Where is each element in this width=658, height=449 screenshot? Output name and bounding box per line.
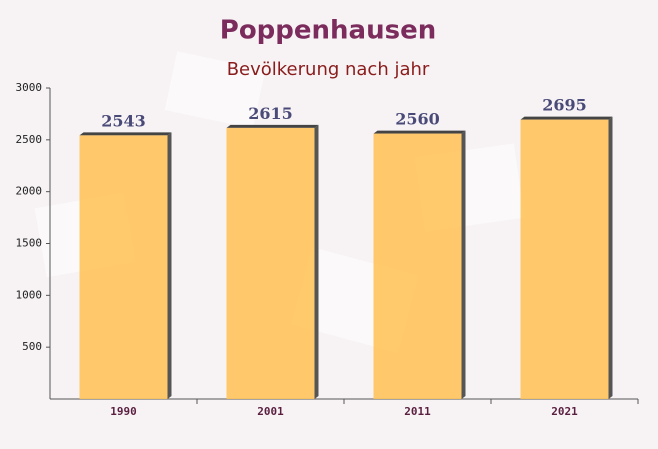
x-tick-label: 2021 — [551, 405, 578, 418]
chart-title: Poppenhausen — [220, 16, 436, 46]
y-tick-label: 2000 — [16, 185, 43, 198]
bar-shadow-top — [373, 130, 466, 134]
bar-shadow — [608, 116, 613, 399]
bar — [79, 135, 168, 399]
bar — [226, 127, 315, 399]
value-label: 2615 — [248, 104, 293, 123]
y-tick-label: 2500 — [16, 133, 43, 146]
bar-shadow — [314, 124, 319, 399]
x-tick-label: 1990 — [110, 405, 137, 418]
value-label: 2695 — [542, 96, 587, 115]
x-tick-label: 2001 — [257, 405, 284, 418]
chart-subtitle: Bevölkerung nach jahr — [227, 59, 430, 80]
bar — [520, 119, 609, 399]
bar-shadow-top — [520, 116, 613, 120]
bar-shadow — [461, 130, 466, 399]
x-tick-label: 2011 — [404, 405, 431, 418]
bar — [373, 133, 462, 399]
value-label: 2560 — [395, 110, 440, 129]
bar-shadow-top — [79, 132, 172, 136]
y-tick-label: 1000 — [16, 288, 43, 301]
y-tick-label: 1500 — [16, 237, 43, 250]
bar-shadow — [167, 132, 172, 399]
y-tick-label: 3000 — [16, 81, 43, 94]
value-label: 2543 — [101, 111, 146, 130]
y-tick-label: 500 — [22, 340, 42, 353]
bar-shadow-top — [226, 124, 319, 128]
